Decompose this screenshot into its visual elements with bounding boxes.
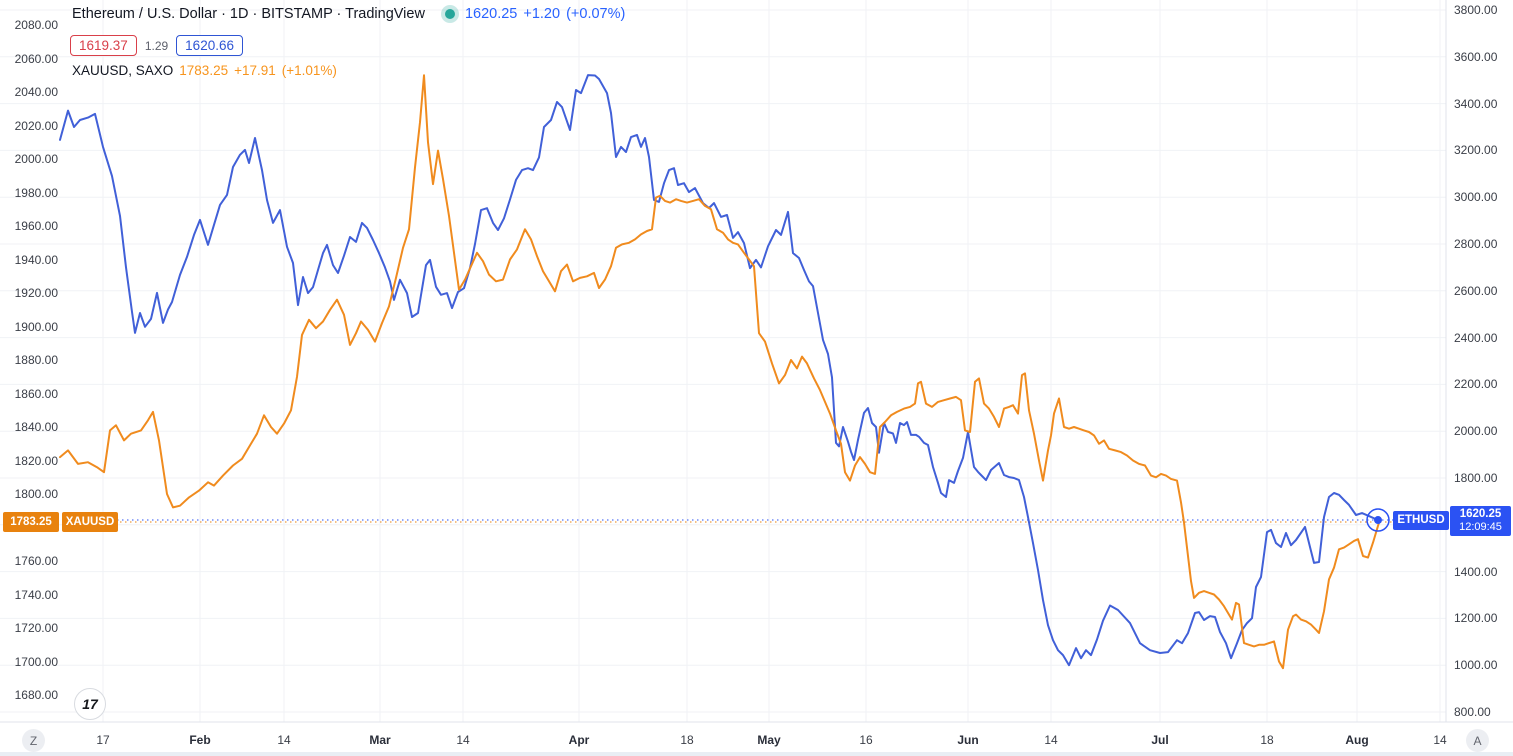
right-axis-tick: 3600.00 [1454, 49, 1498, 64]
left-axis-tick: 1680.00 [14, 688, 58, 702]
right-axis-tick: 3000.00 [1454, 190, 1498, 205]
time-axis-tick: 14 [1044, 733, 1058, 747]
left-axis-tick: 2040.00 [14, 85, 58, 99]
right-axis-tick: 1800.00 [1454, 471, 1498, 485]
time-axis-tick: Jun [957, 733, 979, 747]
last-quote: 1620.25 +1.20 (+0.07%) [465, 6, 625, 22]
time-axis-tick: Apr [568, 733, 590, 747]
left-axis-tick: 1960.00 [14, 219, 58, 233]
time-axis-tick: Aug [1345, 733, 1369, 747]
last-price-marker-dot [1374, 516, 1382, 525]
time-axis-tick: 14 [277, 733, 291, 747]
ask-price-box[interactable]: 1620.66 [176, 35, 243, 56]
right-axis-tick: 3200.00 [1454, 143, 1498, 158]
left-axis-tick: 1740.00 [14, 587, 58, 602]
left-axis-tick: 1700.00 [14, 654, 58, 669]
window-bottom-edge [0, 752, 1513, 756]
right-axis-tick: 1000.00 [1454, 658, 1498, 673]
time-axis-tick: Jul [1151, 733, 1169, 747]
xauusd-symbol-flag[interactable]: XAUUSD [62, 512, 118, 533]
time-axis-tick: 17 [96, 733, 110, 747]
symbol-title[interactable]: Ethereum / U.S. Dollar · 1D · BITSTAMP ·… [72, 6, 425, 22]
left-axis-tick: 1860.00 [14, 386, 58, 401]
time-axis-tick: 14 [456, 733, 470, 747]
compare-change-pct: (+1.01%) [281, 63, 337, 78]
right-axis-tick: 2400.00 [1454, 330, 1498, 345]
right-axis-tick: 3800.00 [1454, 3, 1498, 17]
timezone-button[interactable]: Z [22, 729, 45, 752]
time-axis-tick: May [757, 733, 781, 747]
left-axis-tick: 1820.00 [14, 453, 58, 468]
right-axis-tick: 1400.00 [1454, 564, 1498, 579]
time-axis-tick: 14 [1433, 733, 1447, 747]
spread-value: 1.29 [144, 38, 169, 53]
right-axis-tick: 2800.00 [1454, 237, 1498, 251]
price-change: +1.20 [523, 6, 561, 22]
market-status-icon [444, 9, 455, 19]
left-axis-tick: 1940.00 [14, 252, 58, 267]
compare-legend-row[interactable]: XAUUSD, SAXO 1783.25 +17.91 (+1.01%) [72, 63, 337, 78]
xauusd-price-label: 1783.25 [3, 512, 59, 533]
tradingview-logo[interactable]: 17 [74, 688, 106, 720]
symbol-legend-row[interactable]: Ethereum / U.S. Dollar · 1D · BITSTAMP ·… [72, 6, 625, 22]
left-axis-tick: 1760.00 [14, 554, 58, 568]
time-axis-tick: 18 [1260, 733, 1274, 747]
right-axis-tick: 1200.00 [1454, 611, 1498, 626]
ethusd-last-price: 1620.25 [1459, 508, 1502, 521]
compare-change: +17.91 [234, 63, 276, 78]
auto-scale-button[interactable]: A [1466, 729, 1489, 752]
left-axis-tick: 2080.00 [14, 18, 58, 32]
countdown-timer: 12:09:45 [1459, 521, 1502, 534]
ethusd-symbol-flag[interactable]: ETHUSD [1393, 510, 1449, 530]
compare-price: 1783.25 [179, 63, 229, 78]
compare-quote: 1783.25 +17.91 (+1.01%) [179, 63, 337, 78]
left-axis-tick: 1720.00 [14, 621, 58, 635]
ethusd-line[interactable] [59, 74, 1379, 667]
left-axis-tick: 1920.00 [14, 286, 58, 300]
time-axis-tick: 16 [859, 733, 873, 747]
last-price: 1620.25 [464, 6, 518, 22]
bid-ask-row: 1619.37 1.29 1620.66 [70, 35, 243, 56]
left-axis-tick: 1880.00 [14, 353, 58, 367]
right-axis-tick: 2600.00 [1454, 283, 1498, 298]
left-axis-tick: 2060.00 [14, 51, 58, 66]
time-axis-tick: Feb [189, 733, 211, 747]
xauusd-line[interactable] [59, 74, 1380, 670]
left-axis-tick: 2000.00 [14, 152, 58, 166]
bid-price-box[interactable]: 1619.37 [70, 35, 137, 56]
time-axis-tick: 18 [680, 733, 694, 747]
right-axis-tick: 2000.00 [1454, 424, 1498, 439]
left-axis-tick: 1900.00 [14, 319, 58, 334]
ethusd-price-label: 1620.25 12:09:45 [1450, 506, 1511, 537]
compare-symbol-title[interactable]: XAUUSD, SAXO [72, 63, 174, 78]
time-axis-tick: Mar [369, 733, 391, 747]
right-axis-tick: 800.00 [1454, 705, 1491, 719]
left-axis-tick: 2020.00 [14, 118, 58, 133]
price-change-pct: (+0.07%) [566, 6, 626, 22]
left-axis-tick: 1980.00 [14, 185, 58, 200]
last-price-marker-ring [1366, 508, 1390, 532]
right-axis-tick: 3400.00 [1454, 96, 1498, 111]
left-axis-tick: 1800.00 [14, 487, 58, 501]
left-axis-tick: 1840.00 [14, 420, 58, 434]
right-axis-tick: 2200.00 [1454, 377, 1498, 392]
